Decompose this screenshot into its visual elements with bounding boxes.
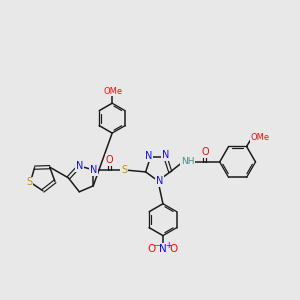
Text: N: N	[76, 161, 83, 171]
Text: +: +	[165, 241, 171, 250]
Text: N: N	[90, 165, 97, 175]
Text: N: N	[162, 151, 169, 160]
Text: NH: NH	[181, 158, 195, 166]
Text: N: N	[156, 176, 164, 186]
Text: N: N	[145, 152, 152, 161]
Text: N: N	[159, 244, 167, 254]
Text: OMe: OMe	[103, 87, 123, 96]
Text: O: O	[202, 147, 210, 157]
Text: S: S	[26, 177, 32, 187]
Text: O: O	[148, 244, 156, 254]
Text: O: O	[170, 244, 178, 254]
Text: −: −	[154, 241, 160, 250]
Text: O: O	[105, 155, 113, 165]
Text: OMe: OMe	[251, 133, 270, 142]
Text: S: S	[121, 165, 127, 175]
